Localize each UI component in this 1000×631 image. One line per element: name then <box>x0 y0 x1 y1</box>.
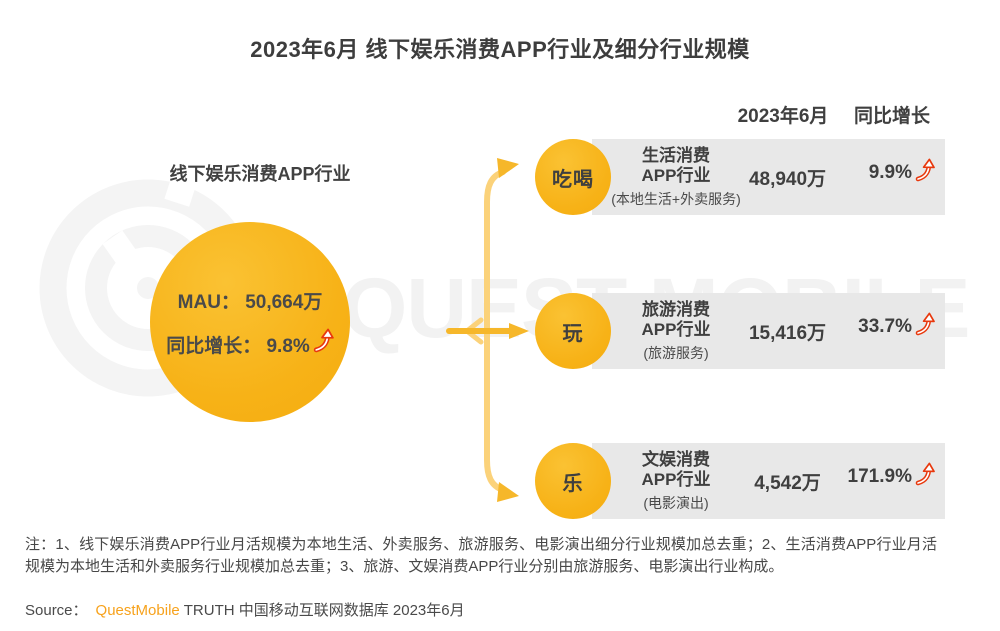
segment-yoy-value: 33.7% <box>858 316 912 337</box>
segment-scope: (本地生活+外卖服务) <box>611 191 741 207</box>
row-background <box>592 443 945 519</box>
segment-industry-line2: APP行业 <box>641 320 711 339</box>
up-arrow-icon <box>313 328 334 352</box>
source-rest: TRUTH 中国移动互联网数据库 2023年6月 <box>183 602 465 619</box>
parent-industry-bubble: MAU： 50,664万 同比增长： 9.8% <box>150 222 350 422</box>
parent-yoy-text: 同比增长： 9.8% <box>166 335 310 357</box>
segment-mau-value: 48,940万 <box>748 169 827 190</box>
segment-industry-line2: APP行业 <box>641 470 711 489</box>
segment-industry-line1: 文娱消费 <box>642 450 710 469</box>
parent-mau-text: MAU： 50,664万 <box>177 291 323 313</box>
row-background <box>592 293 945 369</box>
segment-yoy: 171.9% <box>795 462 935 488</box>
column-header-yoy: 同比增长 <box>853 106 930 127</box>
segment-bubble-chihe: 吃喝 <box>535 139 611 215</box>
segment-scope: (电影演出) <box>643 495 709 511</box>
row-background <box>592 139 945 215</box>
segment-yoy: 33.7% <box>795 312 935 338</box>
segment-mau-value: 15,416万 <box>748 323 827 344</box>
up-arrow-icon <box>915 158 935 181</box>
parent-yoy: 同比增长： 9.8% <box>166 328 334 358</box>
source-line: Source： QuestMobile TRUTH 中国移动互联网数据库 2023年… <box>25 599 465 620</box>
footnote: 注：1、线下娱乐消费APP行业月活规模为本地生活、外卖服务、旅游服务、电影演出细… <box>25 536 937 575</box>
column-header-month: 2023年6月 <box>737 106 829 127</box>
segment-industry-line1: 生活消费 <box>642 146 710 165</box>
segment-yoy-value: 9.9% <box>868 162 912 183</box>
segment-bubble-le: 乐 <box>535 443 611 519</box>
parent-industry-label: 线下娱乐消费APP行业 <box>169 164 351 184</box>
segment-tag: 吃喝 <box>552 168 594 191</box>
source-prefix: Source： <box>25 602 88 619</box>
segment-bubble-wan: 玩 <box>535 293 611 369</box>
segment-tag: 乐 <box>562 472 584 495</box>
segment-industry-line1: 旅游消费 <box>642 300 710 319</box>
source-brand: QuestMobile <box>95 602 180 619</box>
segment-industry-line2: APP行业 <box>641 166 711 185</box>
segment-industry: 文娱消费 APP行业 (电影演出) <box>566 450 786 513</box>
segment-industry: 生活消费 APP行业 (本地生活+外卖服务) <box>566 146 786 209</box>
page-title: 2023年6月 线下娱乐消费APP行业及细分行业规模 <box>250 37 750 62</box>
segment-scope: (旅游服务) <box>643 345 709 361</box>
segment-yoy-value: 171.9% <box>847 466 912 487</box>
segment-industry: 旅游消费 APP行业 (旅游服务) <box>566 300 786 363</box>
branch-arrows <box>446 158 529 502</box>
segment-tag: 玩 <box>562 322 584 345</box>
segment-mau-value: 4,542万 <box>754 473 821 494</box>
up-arrow-icon <box>915 312 935 335</box>
segment-yoy: 9.9% <box>795 158 935 184</box>
up-arrow-icon <box>915 462 935 485</box>
